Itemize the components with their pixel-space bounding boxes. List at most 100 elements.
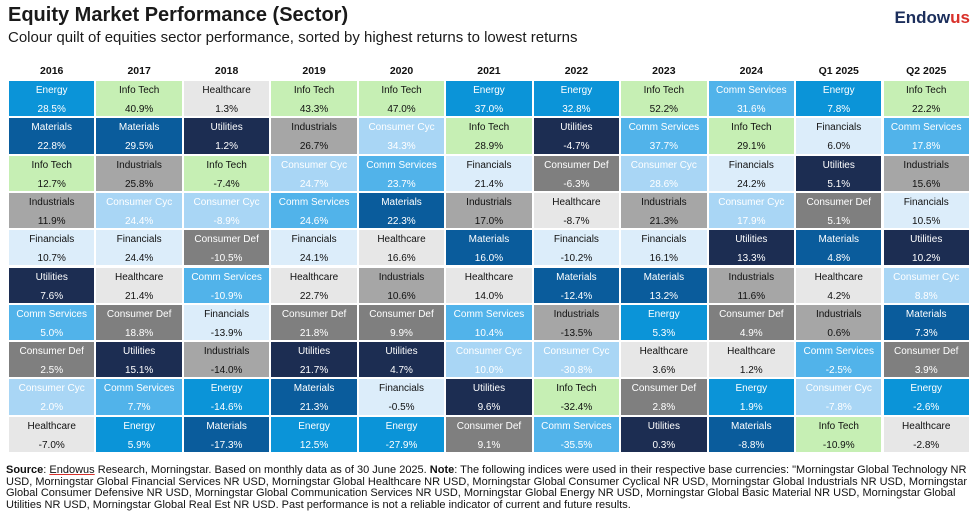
cell-sector-label: Healthcare (902, 420, 951, 432)
cell-return-value: -8.8% (738, 439, 765, 451)
quilt-cell: Industrials 10.6% (358, 267, 445, 303)
cell-return-value: 13.3% (737, 253, 766, 265)
quilt-cell: Industrials 11.6% (708, 267, 795, 303)
cell-sector-label: Consumer Cyc (18, 383, 85, 395)
cell-sector-label: Consumer Cyc (718, 196, 785, 208)
quilt-cell: Info Tech -32.4% (533, 379, 620, 415)
quilt-cell: Energy 5.9% (96, 416, 182, 452)
cell-sector-label: Industrials (815, 308, 862, 320)
cell-return-value: 1.2% (215, 141, 238, 153)
footnote: Source: Endowus Research, Morningstar. B… (6, 464, 972, 511)
quilt-cell: Consumer Def -6.3% (533, 155, 620, 191)
cell-return-value: 34.3% (387, 141, 416, 153)
cell-sector-label: Comm Services (716, 85, 787, 96)
cell-sector-label: Energy (648, 308, 680, 320)
footnote-note-text: : The following indices were used in the… (6, 464, 967, 511)
cell-sector-label: Materials (31, 122, 72, 134)
quilt-cell: Healthcare 3.6% (621, 342, 707, 378)
quilt-cell: Financials 6.0% (796, 118, 882, 154)
quilt-cell: Utilities 15.1% (96, 342, 182, 378)
cell-sector-label: Energy (35, 85, 68, 96)
cell-sector-label: Comm Services (16, 308, 87, 320)
cell-return-value: -32.4% (560, 402, 593, 414)
quilt-cell: Utilities 0.3% (621, 416, 707, 452)
quilt-cell: Healthcare 21.4% (96, 267, 182, 303)
quilt-cell: Consumer Cyc 28.6% (621, 155, 707, 191)
cell-return-value: 28.6% (649, 178, 679, 190)
cell-sector-label: Industrials (466, 196, 512, 208)
quilt-cell: Consumer Def 9.9% (358, 304, 445, 341)
cell-sector-label: Comm Services (803, 346, 875, 358)
cell-return-value: 24.7% (299, 178, 329, 190)
cell-return-value: 11.9% (37, 215, 66, 227)
quilt-cell: Info Tech 28.9% (446, 118, 532, 154)
quilt-cell: Industrials 11.9% (9, 192, 95, 229)
cell-sector-label: Consumer Def (194, 234, 259, 246)
quilt-cell: Consumer Cyc 2.0% (9, 379, 95, 415)
cell-sector-label: Energy (735, 383, 768, 395)
quilt-cell: Consumer Cyc -7.8% (796, 379, 882, 415)
quilt-cell: Industrials 26.7% (271, 118, 357, 154)
cell-sector-label: Industrials (641, 196, 687, 208)
cell-return-value: 22.8% (37, 141, 66, 153)
quilt-cell: Comm Services 10.4% (446, 304, 532, 341)
quilt-cell: Healthcare -8.7% (533, 192, 620, 229)
cell-return-value: 8.8% (914, 290, 938, 302)
cell-return-value: -10.2% (560, 253, 593, 265)
quilt-cell: Energy 12.5% (271, 416, 357, 452)
quilt-cell: Comm Services -10.9% (183, 267, 270, 303)
quilt-cell: Healthcare 1.2% (708, 342, 795, 378)
column-header: Q1 2025 (818, 65, 859, 77)
cell-sector-label: Healthcare (377, 234, 426, 246)
cell-sector-label: Financials (204, 308, 250, 320)
cell-sector-label: Comm Services (191, 271, 262, 283)
quilt-cell: Consumer Cyc 24.7% (271, 155, 357, 191)
quilt-cell: Industrials -13.5% (533, 304, 620, 341)
cell-sector-label: Financials (466, 159, 512, 171)
cell-return-value: 0.6% (827, 327, 851, 339)
cell-sector-label: Info Tech (381, 85, 422, 96)
cell-return-value: 5.9% (127, 439, 151, 451)
cell-return-value: 40.9% (124, 104, 154, 115)
cell-sector-label: Materials (731, 420, 772, 432)
quilt-cell: Financials 10.5% (883, 192, 969, 229)
cell-return-value: 10.7% (37, 253, 66, 265)
cell-return-value: 14.0% (474, 290, 504, 302)
cell-return-value: 28.5% (37, 104, 66, 115)
cell-return-value: 15.1% (124, 365, 154, 377)
cell-sector-label: Consumer Def (544, 159, 609, 171)
cell-sector-label: Industrials (903, 159, 949, 171)
cell-sector-label: Healthcare (464, 271, 514, 283)
cell-sector-label: Financials (291, 234, 337, 246)
quilt-cell: Financials 10.7% (9, 230, 95, 266)
cell-sector-label: Consumer Def (281, 308, 347, 320)
cell-sector-label: Consumer Cyc (106, 196, 173, 208)
quilt-cell: Industrials 15.6% (883, 155, 969, 191)
cell-sector-label: Consumer Cyc (630, 159, 697, 171)
quilt-cell: Utilities 21.7% (271, 342, 357, 378)
quilt-cell: Consumer Def 5.1% (796, 192, 882, 229)
cell-return-value: 16.0% (474, 253, 504, 265)
cell-sector-label: Healthcare (289, 271, 339, 283)
footnote-source-name: Endowus (49, 464, 95, 476)
brand-logo-main: Endow (894, 8, 951, 27)
cell-return-value: 12.7% (37, 178, 66, 190)
cell-sector-label: Utilities (210, 122, 243, 134)
cell-sector-label: Utilities (910, 234, 943, 246)
cell-sector-label: Financials (903, 196, 949, 208)
quilt-cell: Consumer Cyc -30.8% (533, 342, 620, 378)
column-header: 2021 (477, 65, 501, 77)
cell-return-value: 25.8% (124, 178, 154, 190)
quilt-cell: Financials -0.5% (358, 379, 445, 415)
cell-sector-label: Healthcare (814, 271, 863, 283)
cell-sector-label: Info Tech (906, 85, 947, 96)
quilt-cell: Materials -12.4% (533, 267, 620, 303)
cell-sector-label: Utilities (472, 383, 506, 395)
quilt-cell: Healthcare 16.6% (358, 230, 445, 266)
column-header: 2023 (652, 65, 676, 77)
cell-sector-label: Energy (560, 85, 593, 96)
cell-return-value: 13.2% (649, 290, 679, 302)
cell-sector-label: Info Tech (556, 383, 597, 395)
cell-sector-label: Energy (385, 420, 418, 432)
cell-sector-label: Healthcare (202, 85, 251, 96)
